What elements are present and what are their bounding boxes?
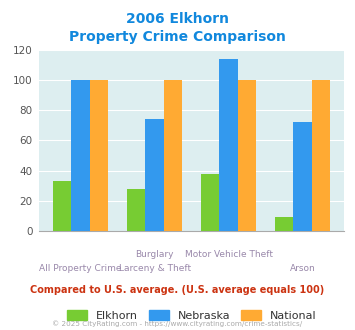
Text: Compared to U.S. average. (U.S. average equals 100): Compared to U.S. average. (U.S. average …	[31, 285, 324, 295]
Bar	[294, 122, 312, 231]
Text: Burglary: Burglary	[136, 250, 174, 259]
Bar	[219, 59, 238, 231]
Bar	[164, 80, 182, 231]
Text: All Property Crime: All Property Crime	[39, 264, 122, 273]
Text: Motor Vehicle Theft: Motor Vehicle Theft	[185, 250, 273, 259]
Bar	[275, 217, 294, 231]
Bar	[146, 119, 164, 231]
Text: Property Crime Comparison: Property Crime Comparison	[69, 30, 286, 44]
Bar	[71, 80, 90, 231]
Bar	[238, 80, 256, 231]
Bar	[53, 181, 71, 231]
Bar	[90, 80, 108, 231]
Bar	[201, 174, 219, 231]
Text: 2006 Elkhorn: 2006 Elkhorn	[126, 12, 229, 25]
Text: Arson: Arson	[290, 264, 316, 273]
Bar	[127, 189, 146, 231]
Legend: Elkhorn, Nebraska, National: Elkhorn, Nebraska, National	[62, 306, 321, 325]
Bar	[312, 80, 331, 231]
Text: Larceny & Theft: Larceny & Theft	[119, 264, 191, 273]
Text: © 2025 CityRating.com - https://www.cityrating.com/crime-statistics/: © 2025 CityRating.com - https://www.city…	[53, 320, 302, 327]
